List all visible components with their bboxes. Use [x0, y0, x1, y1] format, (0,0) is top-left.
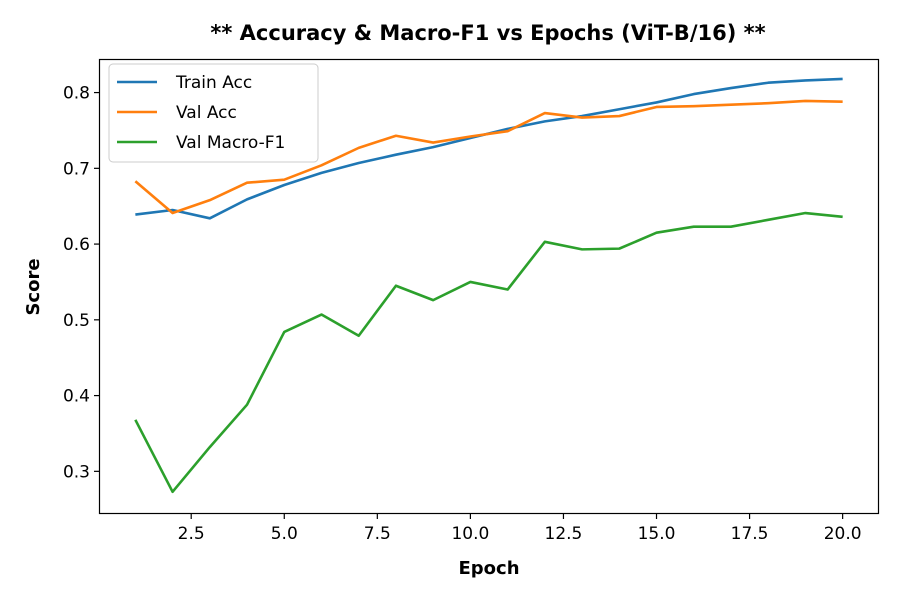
- x-tick-label: 20.0: [824, 524, 862, 544]
- x-axis: 2.5 5.0 7.5 10.0 12.5 15.0 17.5 20.0: [178, 513, 862, 544]
- series-line-2: [134, 211, 843, 494]
- plot-frame: [98, 58, 880, 515]
- y-axis-label: Score: [23, 258, 44, 315]
- y-tick-label: 0.6: [63, 235, 90, 255]
- legend-label: Val Acc: [176, 103, 237, 123]
- legend-items: Train Acc Val Acc Val Macro-F1: [117, 73, 285, 153]
- legend-label: Val Macro-F1: [176, 133, 285, 153]
- y-tick-label: 0.5: [63, 311, 90, 331]
- x-tick-label: 10.0: [451, 524, 489, 544]
- x-tick-label: 17.5: [731, 524, 769, 544]
- x-tick-label: 2.5: [178, 524, 205, 544]
- legend-label: Train Acc: [175, 73, 252, 93]
- y-axis: 0.3 0.4 0.5 0.6 0.7 0.8: [63, 84, 100, 482]
- x-tick-label: 7.5: [364, 524, 391, 544]
- x-tick-label: 15.0: [638, 524, 676, 544]
- y-tick-label: 0.4: [63, 387, 90, 407]
- y-tick-label: 0.8: [63, 84, 90, 104]
- chart-title: ** Accuracy & Macro-F1 vs Epochs (ViT-B/…: [210, 21, 765, 45]
- x-axis-label: Epoch: [458, 558, 519, 579]
- plot-area: [134, 77, 843, 494]
- y-tick-label: 0.7: [63, 159, 90, 179]
- x-tick-label: 5.0: [271, 524, 298, 544]
- legend: Train Acc Val Acc Val Macro-F1: [108, 63, 319, 163]
- y-tick-label: 0.3: [63, 462, 90, 482]
- legend-box: [108, 63, 319, 163]
- x-tick-label: 12.5: [545, 524, 583, 544]
- series-line-1: [134, 99, 843, 215]
